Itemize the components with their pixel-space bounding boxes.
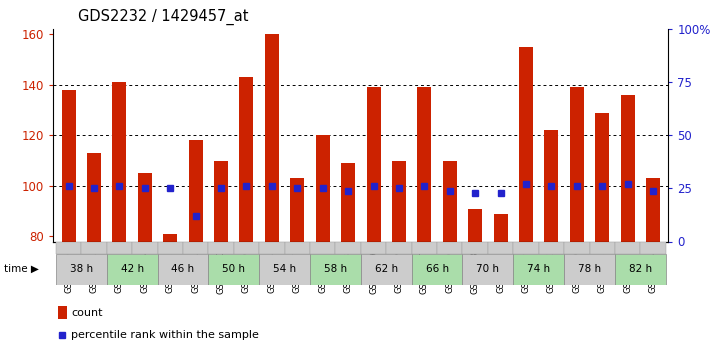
Text: count: count bbox=[71, 308, 103, 318]
Text: 46 h: 46 h bbox=[171, 264, 195, 274]
Text: 78 h: 78 h bbox=[578, 264, 601, 274]
Bar bbox=[360, 241, 386, 254]
Bar bbox=[641, 241, 665, 254]
Text: 38 h: 38 h bbox=[70, 264, 93, 274]
Text: 42 h: 42 h bbox=[121, 264, 144, 274]
Bar bbox=[316, 136, 330, 242]
Bar bbox=[386, 241, 412, 254]
Text: 70 h: 70 h bbox=[476, 264, 499, 274]
Bar bbox=[564, 254, 615, 285]
Bar bbox=[621, 95, 635, 242]
Text: 82 h: 82 h bbox=[629, 264, 652, 274]
Bar bbox=[164, 234, 177, 242]
Bar bbox=[56, 241, 81, 254]
Bar bbox=[87, 153, 101, 242]
Bar bbox=[107, 241, 132, 254]
Bar bbox=[367, 87, 380, 241]
Bar bbox=[208, 241, 234, 254]
Bar bbox=[58, 306, 67, 319]
Bar bbox=[310, 254, 360, 285]
Bar bbox=[265, 34, 279, 242]
Bar bbox=[107, 254, 158, 285]
Bar bbox=[615, 254, 665, 285]
Bar bbox=[412, 254, 462, 285]
Bar bbox=[570, 87, 584, 241]
Text: GDS2232 / 1429457_at: GDS2232 / 1429457_at bbox=[78, 9, 249, 25]
Bar bbox=[188, 140, 203, 242]
Bar bbox=[260, 241, 284, 254]
Bar bbox=[132, 241, 158, 254]
Bar bbox=[183, 241, 208, 254]
Bar bbox=[290, 178, 304, 242]
Bar bbox=[462, 241, 488, 254]
Bar bbox=[341, 163, 355, 242]
Text: 58 h: 58 h bbox=[324, 264, 347, 274]
Text: time ▶: time ▶ bbox=[4, 264, 38, 274]
Text: percentile rank within the sample: percentile rank within the sample bbox=[71, 330, 259, 340]
Bar bbox=[462, 254, 513, 285]
Bar bbox=[488, 241, 513, 254]
Bar bbox=[412, 241, 437, 254]
Bar bbox=[564, 241, 589, 254]
Bar bbox=[158, 254, 208, 285]
Bar bbox=[417, 87, 432, 241]
Bar bbox=[56, 254, 107, 285]
Bar bbox=[260, 254, 310, 285]
Text: 62 h: 62 h bbox=[375, 264, 398, 274]
Bar bbox=[234, 241, 260, 254]
Bar bbox=[360, 254, 412, 285]
Text: 66 h: 66 h bbox=[425, 264, 449, 274]
Bar bbox=[646, 178, 660, 242]
Bar bbox=[443, 161, 456, 242]
Bar bbox=[392, 161, 406, 242]
Bar bbox=[589, 241, 615, 254]
Bar bbox=[81, 241, 107, 254]
Bar bbox=[513, 254, 564, 285]
Bar bbox=[208, 254, 260, 285]
Bar bbox=[545, 130, 558, 242]
Bar bbox=[469, 209, 482, 242]
Bar bbox=[158, 241, 183, 254]
Bar bbox=[62, 90, 75, 242]
Text: 74 h: 74 h bbox=[527, 264, 550, 274]
Bar bbox=[138, 173, 152, 242]
Bar bbox=[437, 241, 462, 254]
Bar bbox=[493, 214, 508, 242]
Bar bbox=[336, 241, 360, 254]
Text: 50 h: 50 h bbox=[223, 264, 245, 274]
Text: 54 h: 54 h bbox=[273, 264, 296, 274]
Bar bbox=[595, 113, 609, 241]
Bar bbox=[513, 241, 539, 254]
Bar bbox=[214, 161, 228, 242]
Bar bbox=[539, 241, 564, 254]
Bar bbox=[284, 241, 310, 254]
Bar bbox=[310, 241, 336, 254]
Bar bbox=[519, 47, 533, 242]
Bar bbox=[615, 241, 641, 254]
Bar bbox=[112, 82, 127, 242]
Bar bbox=[240, 77, 253, 242]
